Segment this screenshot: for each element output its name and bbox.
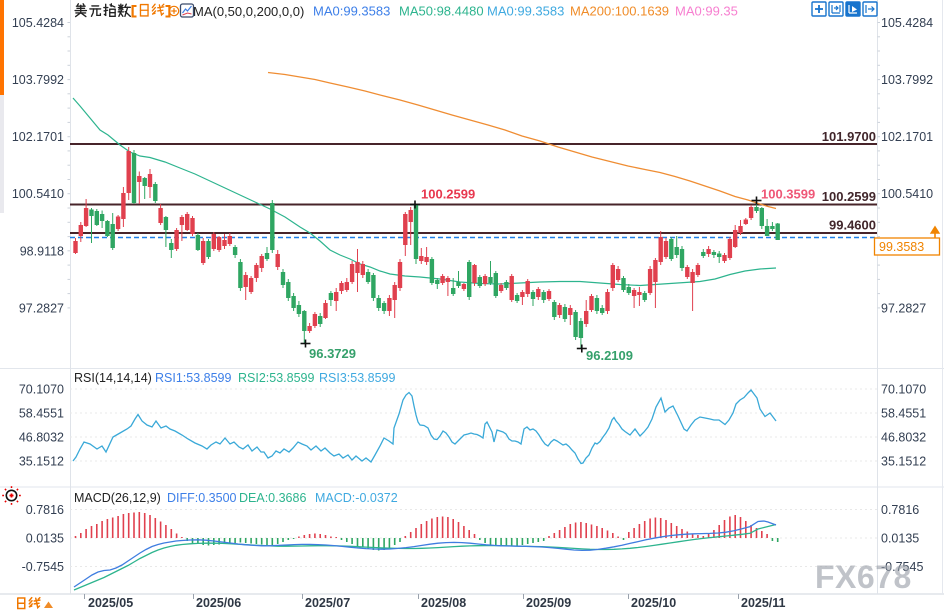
svg-text:DIFF:0.3500: DIFF:0.3500: [167, 491, 237, 505]
svg-text:102.1701: 102.1701: [12, 130, 64, 144]
svg-text:2025/10: 2025/10: [631, 596, 676, 610]
svg-text:46.8032: 46.8032: [881, 431, 926, 445]
svg-text:MA200:100.1639: MA200:100.1639: [570, 4, 669, 19]
svg-text:MACD:-0.0372: MACD:-0.0372: [315, 491, 398, 505]
svg-text:0.0135: 0.0135: [881, 532, 919, 546]
svg-text:0.7816: 0.7816: [26, 503, 64, 517]
svg-text:103.7992: 103.7992: [881, 73, 933, 87]
svg-text:35.1512: 35.1512: [19, 455, 64, 469]
svg-text:97.2827: 97.2827: [881, 302, 926, 316]
svg-text:2025/07: 2025/07: [305, 596, 350, 610]
svg-text:100.5410: 100.5410: [881, 187, 933, 201]
svg-text:100.2599: 100.2599: [822, 189, 876, 204]
svg-text:96.3729: 96.3729: [309, 346, 356, 361]
svg-text:102.1701: 102.1701: [881, 130, 933, 144]
svg-text:-0.7545: -0.7545: [22, 560, 64, 574]
svg-text:99.3583: 99.3583: [879, 240, 924, 254]
svg-text:2025/05: 2025/05: [88, 596, 133, 610]
svg-text:96.2109: 96.2109: [586, 348, 633, 363]
svg-text:MA0:99.3583: MA0:99.3583: [313, 4, 390, 19]
svg-text:DEA:0.3686: DEA:0.3686: [239, 491, 306, 505]
svg-text:58.4551: 58.4551: [881, 407, 926, 421]
svg-text:58.4551: 58.4551: [19, 407, 64, 421]
svg-text:46.8032: 46.8032: [19, 431, 64, 445]
svg-text:100.5410: 100.5410: [12, 187, 64, 201]
svg-text:105.4284: 105.4284: [881, 16, 933, 30]
svg-text:RSI2:53.8599: RSI2:53.8599: [238, 371, 314, 385]
svg-text:101.9700: 101.9700: [822, 129, 876, 144]
svg-text:70.1070: 70.1070: [19, 383, 64, 397]
svg-text:98.9118: 98.9118: [20, 245, 64, 259]
svg-text:-0.7545: -0.7545: [881, 560, 923, 574]
svg-text:RSI1:53.8599: RSI1:53.8599: [155, 371, 231, 385]
svg-text:MACD(26,12,9): MACD(26,12,9): [74, 491, 161, 505]
svg-text:2025/09: 2025/09: [526, 596, 571, 610]
svg-text:2025/11: 2025/11: [741, 596, 786, 610]
svg-text:RSI(14,14,14): RSI(14,14,14): [74, 371, 152, 385]
svg-text:MA(0,50,0,200,0,0): MA(0,50,0,200,0,0): [193, 4, 304, 19]
svg-text:0.7816: 0.7816: [881, 503, 919, 517]
svg-text:MA50:98.4480: MA50:98.4480: [399, 4, 484, 19]
svg-text:0.0135: 0.0135: [26, 532, 64, 546]
svg-text:MA0:99.35: MA0:99.35: [675, 4, 738, 19]
svg-text:100.2599: 100.2599: [421, 187, 475, 202]
svg-text:70.1070: 70.1070: [881, 383, 926, 397]
svg-text:103.7992: 103.7992: [12, 73, 64, 87]
svg-text:99.4600: 99.4600: [829, 218, 876, 233]
svg-text:2025/06: 2025/06: [196, 596, 241, 610]
svg-text:100.3599: 100.3599: [761, 187, 815, 202]
svg-text:97.2827: 97.2827: [19, 302, 64, 316]
svg-text:RSI3:53.8599: RSI3:53.8599: [319, 371, 395, 385]
svg-text:35.1512: 35.1512: [881, 455, 926, 469]
svg-text:MA0:99.3583: MA0:99.3583: [487, 4, 564, 19]
svg-text:FX678: FX678: [815, 559, 912, 595]
svg-text:2025/08: 2025/08: [421, 596, 466, 610]
svg-text:105.4284: 105.4284: [12, 16, 64, 30]
